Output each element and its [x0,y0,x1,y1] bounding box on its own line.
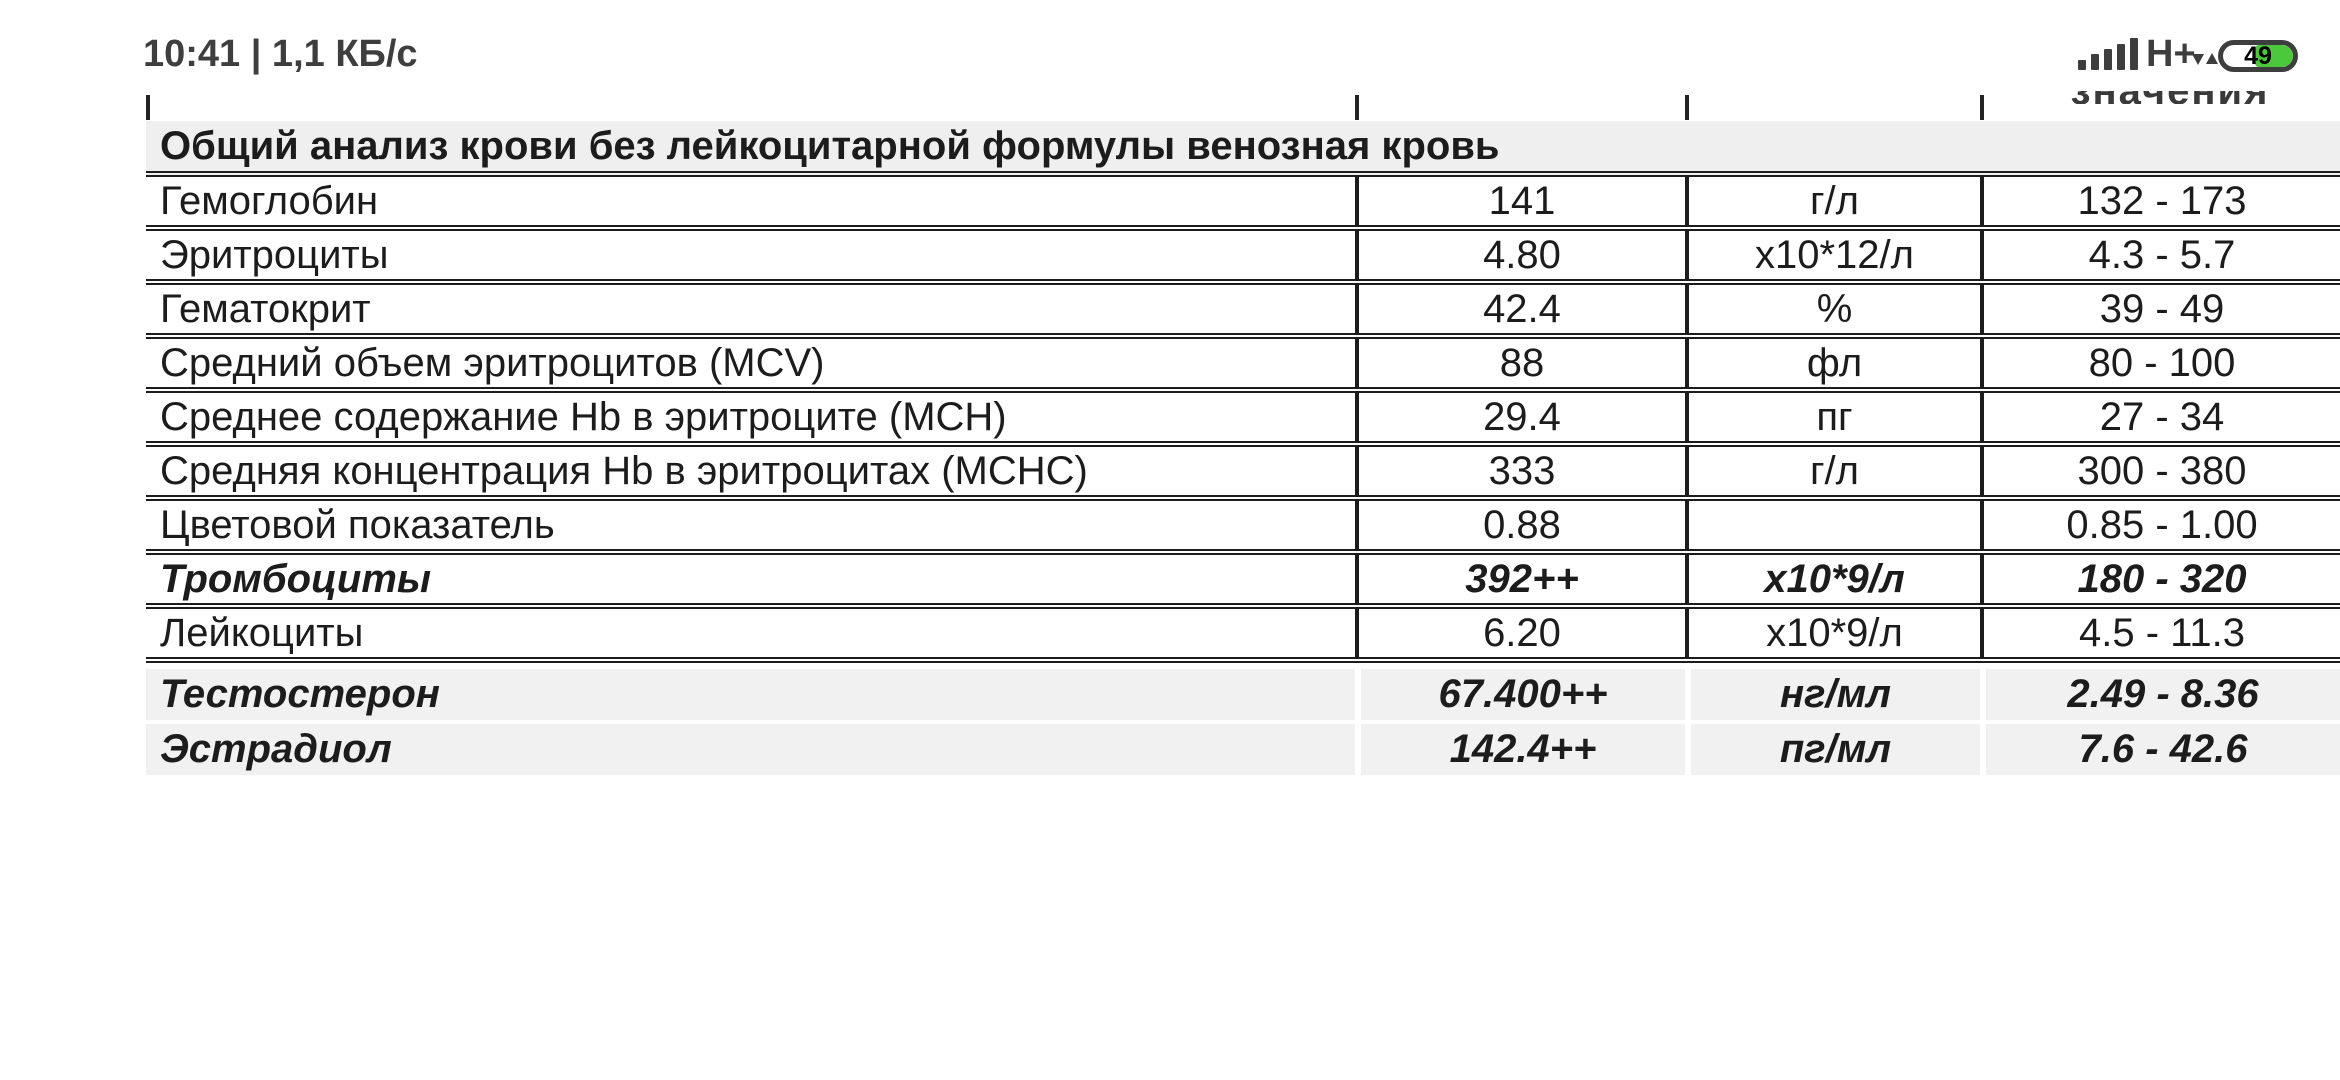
row-value: 29.4 [1355,393,1685,441]
row-value: 0.88 [1355,501,1685,549]
row-value: 88 [1355,339,1685,387]
row-unit: г/л [1685,177,1980,225]
row-name: Тестостерон [146,669,1355,720]
table-row: Гематокрит 42.4% 39 - 49 [146,285,2340,339]
row-value: 142.4++ [1355,724,1685,775]
row-name: Эстрадиол [146,724,1355,775]
row-name: Цветовой показатель [160,503,555,547]
row-unit: пг [1685,393,1980,441]
row-unit: г/л [1685,447,1980,495]
row-range: 180 - 320 [1980,555,2340,603]
row-range: 300 - 380 [1980,447,2340,495]
row-unit: фл [1685,339,1980,387]
row-name: Гемоглобин [160,179,379,223]
cropped-column-header-text: значения [2030,91,2310,104]
row-value: 6.20 [1355,609,1685,657]
row-range: 4.3 - 5.7 [1980,231,2340,279]
table-row: Тестостерон 67.400++ нг/мл 2.49 - 8.36 [146,669,2340,720]
lab-results-table: Общий анализ крови без лейкоцитарной фор… [146,121,2340,779]
row-name: Эритроциты [160,233,389,277]
time-and-speed-text: 10:41 | 1,1 КБ/с [143,33,418,75]
row-unit: x10*9/л [1685,555,1980,603]
table-row: Лейкоциты 6.20 x10*9/л 4.5 - 11.3 [146,609,2340,663]
row-value: 4.80 [1355,231,1685,279]
row-range: 7.6 - 42.6 [1980,724,2340,775]
table-row: Средняя концентрация Hb в эритроцитах (M… [146,447,2340,501]
row-name: Гематокрит [160,287,371,331]
row-value: 141 [1355,177,1685,225]
table-row: Тромбоциты 392++ x10*9/л 180 - 320 [146,555,2340,609]
row-value: 392++ [1355,555,1685,603]
row-range: 27 - 34 [1980,393,2340,441]
table-row: Гемоглобин 141 г/л 132 - 173 [146,177,2340,231]
row-range: 39 - 49 [1980,285,2340,333]
cropped-row-border-tick [1980,95,1984,120]
row-unit: x10*9/л [1685,609,1980,657]
table-title: Общий анализ крови без лейкоцитарной фор… [146,121,2340,177]
table-row: Средний объем эритроцитов (MCV) 88 фл 80 - … [146,339,2340,393]
table-row: Эритроциты 4.80 x10*12/л 4.3 - 5.7 [146,231,2340,285]
row-unit: % [1685,285,1980,333]
row-range: 4.5 - 11.3 [1980,609,2340,657]
data-transfer-icon [2192,52,2222,68]
row-name: Лейкоциты [160,611,364,655]
battery-fill [2255,45,2293,67]
row-unit [1685,501,1980,549]
row-value: 333 [1355,447,1685,495]
lab-table-rows: Гемоглобин 141 г/л 132 - 173 Эритроциты 4.80 x… [146,177,2340,663]
row-value: 67.400++ [1355,669,1685,720]
row-name: Среднее содержание Hb в эритроците (MCH) [160,395,1007,439]
row-value: 42.4 [1355,285,1685,333]
table-row: Цветовой показатель 0.88 0.85 - 1.00 [146,501,2340,555]
battery-percent: 49 [2244,42,2272,70]
row-range: 80 - 100 [1980,339,2340,387]
network-type-label: H+ [2146,33,2196,75]
table-row: Эстрадиол 142.4++ пг/мл 7.6 - 42.6 [146,724,2340,775]
row-name: Тромбоциты [160,557,432,601]
battery-icon: 49 [2218,40,2298,72]
signal-strength-icon [2078,38,2138,70]
row-range: 2.49 - 8.36 [1980,669,2340,720]
cropped-row-border-tick [1355,95,1359,120]
row-unit: нг/мл [1685,669,1980,720]
row-name: Средняя концентрация Hb в эритроцитах (M… [160,449,1088,493]
lab-table-highlighted-rows: Тестостерон 67.400++ нг/мл 2.49 - 8.36 Эстра… [146,669,2340,775]
cropped-row-border-tick [146,95,150,120]
row-unit: пг/мл [1685,724,1980,775]
table-row: Среднее содержание Hb в эритроците (MCH)… [146,393,2340,447]
row-range: 132 - 173 [1980,177,2340,225]
row-range: 0.85 - 1.00 [1980,501,2340,549]
cropped-row-border-tick [1685,95,1689,120]
row-unit: x10*12/л [1685,231,1980,279]
row-name: Средний объем эритроцитов (MCV) [160,341,825,385]
